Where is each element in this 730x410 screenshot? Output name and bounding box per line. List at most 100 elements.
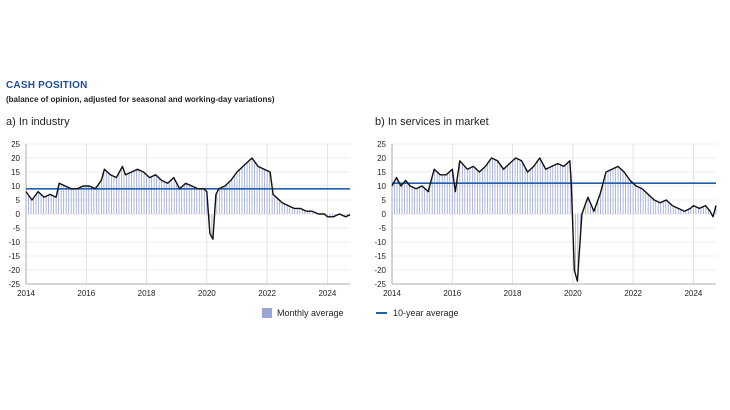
monthly-bar [311,211,313,214]
legend-line-swatch [376,312,387,314]
monthly-bar [622,171,624,214]
monthly-bar [650,196,652,214]
monthly-bar [163,181,165,214]
y-tick-label: 15 [377,168,386,177]
monthly-bar [100,180,102,214]
monthly-bar [70,188,72,214]
monthly-bar [344,214,346,217]
monthly-bar [474,167,476,214]
monthly-bar [126,174,127,214]
monthly-bar [494,159,496,214]
monthly-bar [241,167,243,214]
y-tick-label: 0 [16,210,21,219]
legend-monthly-label: Monthly average [277,308,344,318]
monthly-bar [414,188,416,214]
monthly-bar [181,186,183,214]
monthly-bar [554,164,556,214]
monthly-bar [259,167,260,214]
monthly-bar [461,163,463,214]
monthly-bar [469,168,471,214]
monthly-bar [492,158,493,214]
monthly-bar [454,187,456,214]
monthly-bar [685,210,687,214]
monthly-bar [58,185,60,214]
monthly-bar [113,176,115,214]
monthly-bar [33,197,34,214]
monthly-bar [584,204,586,214]
monthly-bar [662,201,664,214]
monthly-bar [484,166,486,214]
monthly-bar [110,175,112,214]
monthly-bar [419,187,421,214]
y-tick-label: 10 [377,182,386,191]
monthly-bar [50,194,52,214]
monthly-bar [173,178,175,214]
monthly-bar [404,181,405,214]
monthly-bar [499,164,501,214]
y-tick-label: -10 [8,238,20,247]
monthly-bar [294,208,296,214]
monthly-bar [276,198,278,214]
monthly-bar [105,171,107,214]
legend-ten-year-average: 10-year average [376,308,459,318]
monthly-bar [279,200,281,214]
monthly-bar [547,168,549,214]
monthly-bar [703,206,704,214]
x-tick-label: 2014 [17,289,35,298]
monthly-bar [186,183,188,214]
monthly-bar [610,169,611,214]
monthly-bar [595,207,596,214]
monthly-bar [332,214,333,217]
monthly-bar [123,170,125,214]
y-tick-label: -5 [13,224,21,233]
x-tick-label: 2016 [77,289,95,298]
monthly-bar [108,173,110,214]
monthly-bar [118,172,120,214]
monthly-bar [522,162,524,214]
x-tick-label: 2018 [138,289,156,298]
monthly-bar [314,212,316,214]
y-tick-label: 20 [11,154,20,163]
monthly-bar [269,171,271,214]
monthly-bar [487,163,488,214]
monthly-bar [211,214,213,238]
monthly-bar [78,188,80,214]
monthly-bar [592,208,594,214]
x-tick-label: 2014 [383,289,401,298]
monthly-bar [527,172,529,214]
monthly-bar [196,188,198,214]
monthly-bar [579,214,581,237]
y-tick-label: -20 [8,266,20,275]
x-tick-label: 2024 [318,289,336,298]
monthly-bar [284,203,286,214]
monthly-bar [456,177,458,214]
series-line [391,157,717,282]
monthly-bar [141,171,142,214]
monthly-bar [539,158,541,214]
y-tick-label: -15 [374,252,386,261]
monthly-bar [85,186,87,214]
monthly-bar [665,200,667,214]
monthly-bar [459,160,461,214]
monthly-bar [632,183,634,214]
monthly-bar [73,188,75,214]
monthly-bar [43,196,44,214]
monthly-bar [93,188,95,214]
monthly-bar [138,169,140,214]
monthly-bar [224,186,225,214]
y-tick-label: 5 [382,196,387,205]
monthly-bar [193,187,195,214]
monthly-bar [63,185,65,214]
monthly-bar [75,188,77,214]
monthly-bar [68,187,70,214]
monthly-bar [640,188,642,214]
monthly-bar [306,211,308,214]
monthly-bar [431,176,433,214]
monthly-bar [178,187,180,214]
monthly-bar [600,192,601,214]
monthly-bar [299,208,301,214]
monthly-bar [296,208,298,214]
monthly-bar [394,181,395,214]
monthly-bar [497,160,498,214]
